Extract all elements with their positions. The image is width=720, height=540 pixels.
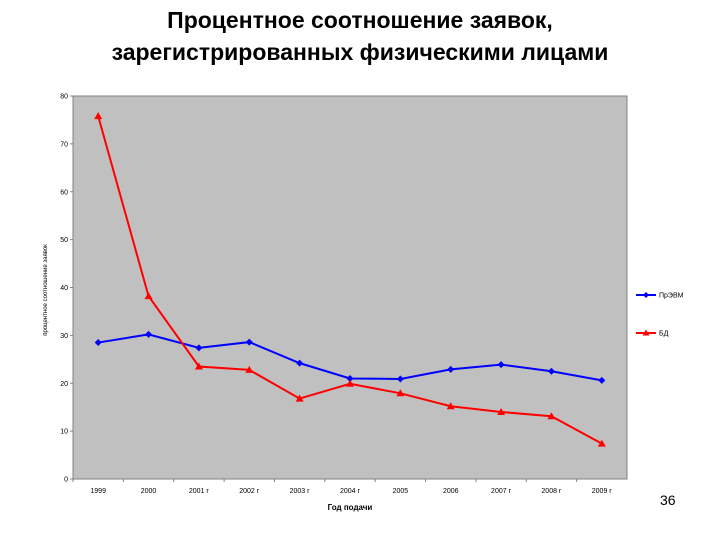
data-point [194,362,203,370]
x-tick-label: 2002 г [239,488,260,495]
y-axis-title: процентное соотношение заявок [43,244,49,336]
x-tick-label: 2007 г [491,488,512,495]
plot-area [72,95,628,480]
x-axis-title: Год подачи [328,503,373,512]
legend: ПрЭВМ БД [636,292,684,338]
y-axis-ticks: 0 10 20 30 40 50 60 70 80 [60,94,73,484]
slide-title-line-1: Процентное соотношение заявок, [167,7,553,33]
y-tick-label: 70 [60,141,68,148]
data-point [447,365,455,373]
data-point [245,365,254,373]
x-tick-label: 1999 [90,488,106,495]
data-point [547,367,555,375]
data-point [144,292,153,300]
data-point [598,376,606,384]
legend-label: БД [659,331,669,338]
legend-marker [642,329,650,336]
data-point [195,344,203,352]
y-tick-label: 30 [60,333,68,340]
data-point [446,402,455,410]
series-layer [94,112,606,447]
x-tick-label: 2008 г [541,488,562,495]
y-tick-label: 10 [60,429,68,436]
x-axis-ticks: 1999 2000 2001 г 2002 г 2003 г 2004 г 2005 2006… [72,479,613,495]
legend-item: ПрЭВМ [636,292,684,300]
y-tick-label: 80 [60,94,68,101]
series-2 [94,112,606,447]
y-tick-label: 0 [64,477,68,484]
x-tick-label: 2006 [443,488,459,495]
data-point [396,389,405,397]
slide-title: Процентное соотношение заявок, зарегистр… [0,4,720,68]
x-tick-label: 2001 г [189,488,210,495]
y-tick-label: 40 [60,285,68,292]
data-point [597,439,606,447]
x-tick-label: 2005 [393,488,409,495]
data-point [245,338,253,346]
legend-label: ПрЭВМ [659,293,684,300]
data-point [94,112,103,120]
data-point [497,407,506,415]
y-tick-label: 60 [60,189,68,196]
data-point [346,379,354,387]
x-tick-label: 2000 [141,488,157,495]
page-number: 36 [660,492,676,508]
data-point [145,330,153,338]
legend-marker [643,292,649,298]
data-point [547,412,556,420]
data-point [94,339,102,347]
x-tick-label: 2004 г [340,488,361,495]
data-point [497,361,505,369]
y-tick-label: 20 [60,381,68,388]
data-point [346,374,354,382]
x-tick-label: 2009 г [592,488,613,495]
data-point [396,375,404,383]
data-point [296,359,304,367]
data-point [295,394,304,402]
legend-item: БД [636,329,669,338]
y-tick-label: 50 [60,237,68,244]
x-tick-label: 2003 г [290,488,311,495]
slide-title-line-2: зарегистрированных физическими лицами [111,39,609,65]
